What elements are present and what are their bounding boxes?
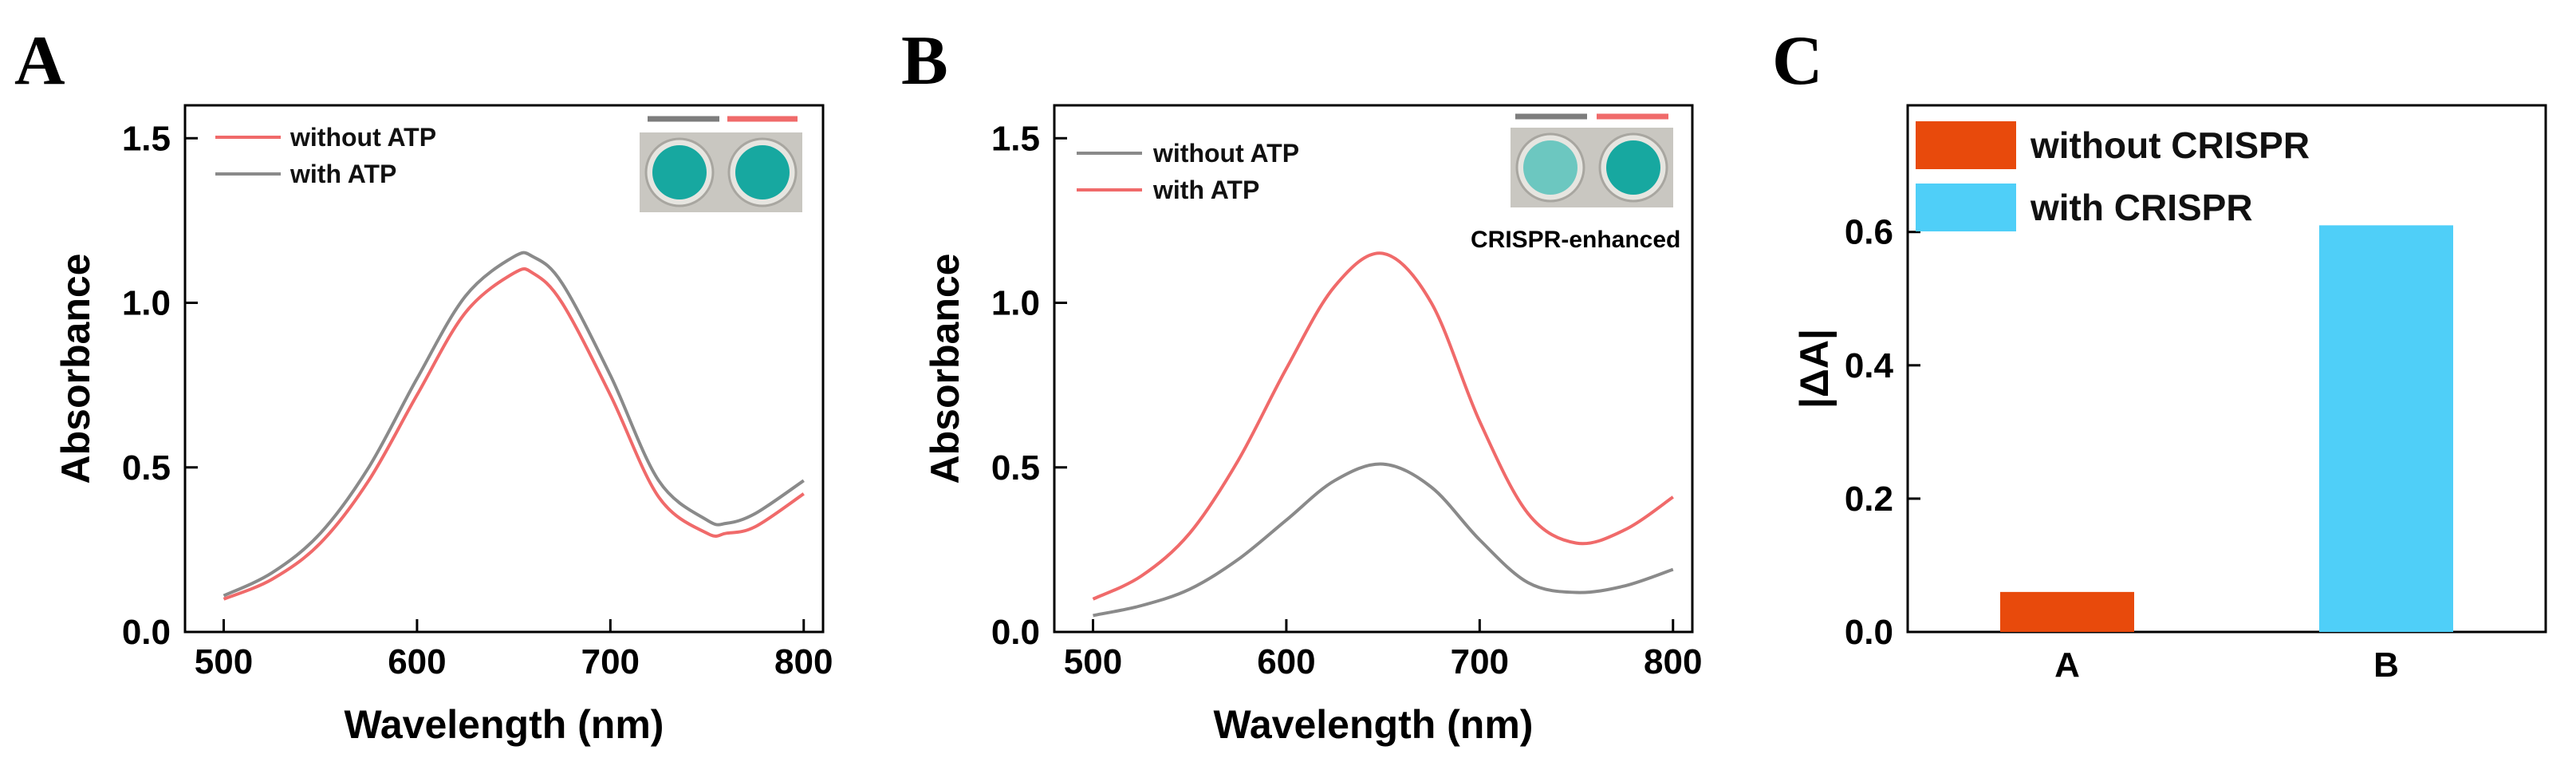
panel-b-well-left — [1523, 140, 1578, 195]
panel-a-y-axis-title: Absorbance — [53, 254, 98, 484]
panel-c-legend-label-without-crispr: without CRISPR — [2030, 124, 2310, 166]
panel-c-legend-swatch-with-crispr — [1916, 184, 2016, 231]
panel-b-annotation: CRISPR-enhanced — [1471, 227, 1680, 253]
panel-a-plot-frame — [183, 104, 825, 634]
panel-a-x-ticks: 500 600 700 800 — [195, 619, 833, 681]
panel-b-x-tick-label-600: 600 — [1257, 642, 1315, 681]
panel-b-well-right — [1606, 140, 1660, 195]
panel-b-y-axis-title: Absorbance — [923, 254, 967, 484]
panel-a-y-tick-label-1.0: 1.0 — [122, 284, 171, 323]
panel-a-y-tick-label-0.0: 0.0 — [122, 613, 171, 652]
panel-b-y-tick-label-1.5: 1.5 — [991, 119, 1040, 158]
panel-a: A 500 600 700 800 0.0 0.5 1.0 1.5 Wavelength (… — [14, 22, 833, 747]
panel-c-plot-frame — [1906, 104, 2547, 634]
panel-c-y-tick-label-0.2: 0.2 — [1845, 480, 1893, 519]
panel-a-well-left — [652, 145, 707, 199]
panel-c-y-ticks: 0.0 0.2 0.4 0.6 — [1845, 213, 1920, 652]
panel-b-x-tick-label-700: 700 — [1451, 642, 1509, 681]
panel-b-y-tick-label-0.5: 0.5 — [991, 448, 1040, 488]
panel-a-x-tick-label-700: 700 — [581, 642, 640, 681]
panel-b-series-with-atp — [1092, 251, 1674, 601]
panel-a-series-with-atp — [223, 251, 805, 598]
panel-b-legend-label-without-atp: without ATP — [1152, 139, 1299, 168]
panel-b-legend: without ATP with ATP — [1077, 139, 1299, 204]
panel-b-x-tick-label-500: 500 — [1064, 642, 1122, 681]
panel-b-x-ticks: 500 600 700 800 — [1064, 619, 1702, 681]
panel-a-y-tick-label-0.5: 0.5 — [122, 448, 171, 488]
panel-a-series — [223, 251, 805, 601]
panel-c-letter: C — [1772, 22, 1823, 100]
panel-a-x-tick-label-800: 800 — [774, 642, 833, 681]
panel-c-y-tick-label-0.6: 0.6 — [1845, 213, 1893, 252]
panel-a-x-axis-title: Wavelength (nm) — [345, 702, 664, 747]
panel-c-legend: without CRISPR with CRISPR — [1916, 121, 2310, 231]
panel-b-well-photo — [1511, 113, 1673, 207]
panel-c-y-axis-title: |ΔA| — [1792, 329, 1837, 409]
panel-c-bars — [2000, 225, 2453, 632]
panel-a-y-ticks: 0.0 0.5 1.0 1.5 — [122, 119, 198, 652]
panel-c-legend-label-with-crispr: with CRISPR — [2030, 187, 2253, 228]
panel-b-letter: B — [901, 22, 948, 100]
panel-b-y-ticks: 0.0 0.5 1.0 1.5 — [991, 119, 1067, 652]
panel-b-series — [1092, 251, 1674, 618]
panel-a-well-right — [735, 145, 790, 199]
panel-c: C A B 0.0 0.2 0.4 0.6 |ΔA| without CRISPR wi… — [1772, 22, 2547, 685]
panel-a-x-tick-label-600: 600 — [388, 642, 446, 681]
panel-b-legend-label-with-atp: with ATP — [1152, 176, 1259, 204]
panel-a-legend: without ATP with ATP — [215, 123, 436, 188]
panel-c-legend-swatch-without-crispr — [1916, 121, 2016, 169]
panel-b-plot-frame — [1053, 104, 1694, 634]
panel-b: B 500 600 700 800 0.0 0.5 1.0 1.5 Wavelength (… — [901, 22, 1702, 747]
panel-a-well-photo — [640, 116, 802, 212]
panel-c-y-tick-label-0.0: 0.0 — [1845, 613, 1893, 652]
panel-b-series-without-atp — [1093, 462, 1674, 618]
panel-b-x-axis-title: Wavelength (nm) — [1214, 702, 1534, 747]
panel-c-x-tick-label-a: A — [2054, 646, 2080, 685]
panel-c-bar-a — [2000, 591, 2134, 632]
panel-a-y-tick-label-1.5: 1.5 — [122, 119, 171, 158]
panel-a-legend-label-with-atp: with ATP — [290, 160, 396, 188]
panel-c-y-tick-label-0.4: 0.4 — [1845, 346, 1894, 385]
panel-a-series-without-atp — [223, 267, 805, 601]
panel-a-letter: A — [14, 22, 65, 100]
panel-a-x-tick-label-500: 500 — [195, 642, 253, 681]
panel-b-y-tick-label-1.0: 1.0 — [991, 284, 1040, 323]
panel-c-x-tick-label-b: B — [2373, 646, 2399, 685]
panel-b-x-tick-label-800: 800 — [1644, 642, 1702, 681]
panel-a-legend-label-without-atp: without ATP — [290, 123, 436, 152]
panel-b-y-tick-label-0.0: 0.0 — [991, 613, 1040, 652]
panel-c-bar-b — [2319, 225, 2453, 632]
